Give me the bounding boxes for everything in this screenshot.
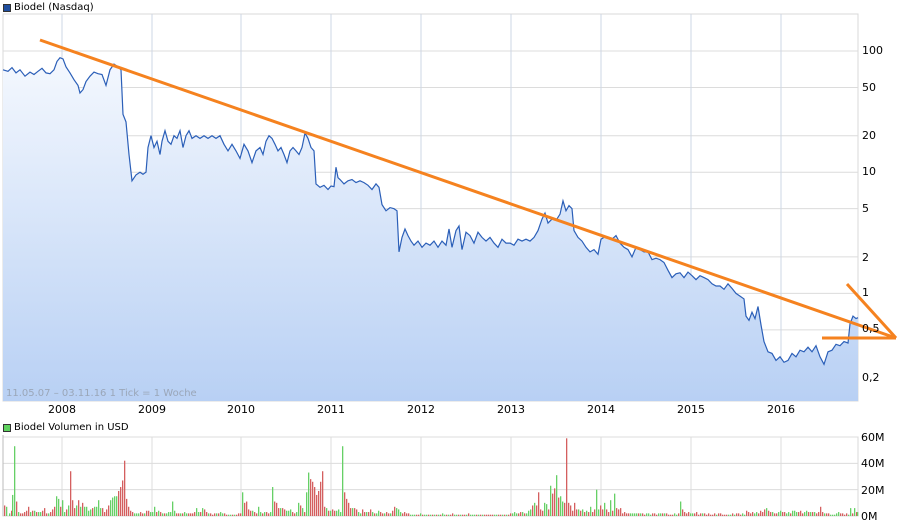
volume-bars <box>4 438 859 516</box>
volume-y-tick: 40M <box>861 457 885 470</box>
x-tick: 2010 <box>227 403 255 416</box>
price-legend: Biodel (Nasdaq) <box>3 2 94 13</box>
y-tick: 0,5 <box>862 322 880 335</box>
y-tick: 10 <box>862 165 876 178</box>
volume-legend-label: Biodel Volumen in USD <box>14 422 129 433</box>
x-tick: 2008 <box>48 403 76 416</box>
y-tick: 1 <box>862 286 869 299</box>
x-tick: 2014 <box>587 403 615 416</box>
price-line <box>2 56 859 366</box>
x-tick: 2009 <box>138 403 166 416</box>
x-tick: 2012 <box>407 403 435 416</box>
x-tick: 2015 <box>677 403 705 416</box>
price-legend-label: Biodel (Nasdaq) <box>14 2 94 13</box>
volume-y-tick: 0M <box>861 510 878 523</box>
volume-y-tick: 60M <box>861 431 885 444</box>
trend-annotations <box>39 38 898 340</box>
y-tick: 100 <box>862 44 883 57</box>
x-tick: 2013 <box>497 403 525 416</box>
volume-legend-swatch <box>3 423 11 432</box>
price-area-fill <box>3 57 858 401</box>
date-range-label: 11.05.07 – 03.11.16 1 Tick = 1 Woche <box>6 388 197 399</box>
y-tick: 2 <box>862 251 869 264</box>
y-tick: 5 <box>862 202 869 215</box>
volume-legend: Biodel Volumen in USD <box>3 422 129 433</box>
y-tick: 50 <box>862 81 876 94</box>
y-tick: 20 <box>862 129 876 142</box>
volume-gridlines <box>2 435 859 517</box>
price-legend-swatch <box>3 3 11 12</box>
x-tick: 2016 <box>767 403 795 416</box>
volume-y-tick: 20M <box>861 484 885 497</box>
x-tick: 2011 <box>317 403 345 416</box>
y-tick: 0,2 <box>862 371 880 384</box>
